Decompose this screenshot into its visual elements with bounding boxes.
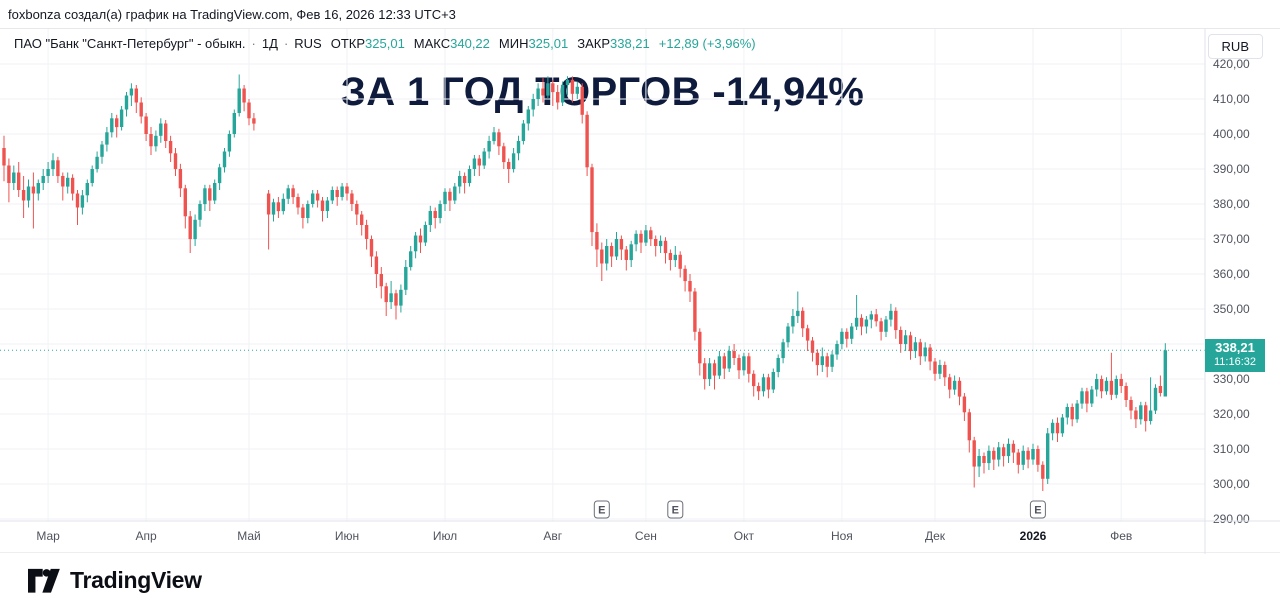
currency-toggle-button[interactable]: RUB: [1207, 34, 1263, 59]
market-label: RUS: [294, 36, 322, 51]
symbol-legend: ПАО "Банк "Санкт-Петербург" - обыкн. · 1…: [14, 36, 756, 51]
time-tick-label: Апр: [136, 529, 158, 543]
time-tick-label: Июл: [433, 529, 457, 543]
close-label: ЗАКР: [577, 36, 610, 51]
time-tick-label: Ноя: [831, 529, 853, 543]
price-tick-label: 330,00: [1213, 372, 1250, 386]
grid-lines: [0, 29, 1205, 521]
time-tick-label: Сен: [635, 529, 657, 543]
attribution-bar: foxbonza создал(а) график на TradingView…: [0, 0, 1280, 28]
svg-text:E: E: [598, 505, 605, 517]
price-tick-label: 380,00: [1213, 197, 1250, 211]
separator-dot: ·: [251, 36, 256, 51]
time-tick-label: Авг: [543, 529, 562, 543]
svg-text:E: E: [672, 505, 679, 517]
time-tick-label: Июн: [335, 529, 359, 543]
time-tick-label: Мар: [36, 529, 60, 543]
price-tick-label: 290,00: [1213, 512, 1250, 526]
svg-text:E: E: [1034, 505, 1041, 517]
time-tick-label: Дек: [925, 529, 946, 543]
time-tick-label: Май: [237, 529, 261, 543]
high-field: МАКС340,22: [414, 36, 490, 51]
close-field: ЗАКР338,21: [577, 36, 650, 51]
footer: TradingView: [0, 553, 1280, 608]
time-tick-label: Окт: [734, 529, 755, 543]
attribution-text: foxbonza создал(а) график на TradingView…: [8, 6, 456, 22]
earnings-marker[interactable]: E: [667, 500, 684, 519]
close-value: 338,21: [610, 36, 650, 51]
price-tick-label: 300,00: [1213, 477, 1250, 491]
high-value: 340,22: [450, 36, 490, 51]
tradingview-logo[interactable]: [28, 567, 60, 595]
price-tick-label: 360,00: [1213, 267, 1250, 281]
brand-name[interactable]: TradingView: [70, 567, 202, 593]
countdown-timer: 11:16:32: [1213, 356, 1256, 368]
price-axis[interactable]: 420,00 410,00 400,00 390,00 380,00 370,00 360,…: [1204, 29, 1250, 554]
annotation-title[interactable]: ЗА 1 ГОД ТОРГОВ -14,94%: [340, 70, 865, 114]
last-price-badge: 338,21 11:16:32: [1205, 339, 1265, 372]
price-tick-label: 370,00: [1213, 232, 1250, 246]
price-tick-label: 390,00: [1213, 162, 1250, 176]
time-tick-label: Фев: [1110, 529, 1132, 543]
open-label: ОТКР: [330, 36, 366, 51]
symbol-name[interactable]: ПАО "Банк "Санкт-Петербург" - обыкн.: [14, 36, 246, 51]
candlestick-series: [2, 74, 1167, 491]
last-price-value: 338,21: [1215, 340, 1255, 355]
price-tick-label: 350,00: [1213, 302, 1250, 316]
low-field: МИН325,01: [499, 36, 568, 51]
low-value: 325,01: [528, 36, 569, 51]
chart-area: ЗА 1 ГОД ТОРГОВ -14,94% 420,00 410,00 400,…: [0, 28, 1280, 554]
price-tick-label: 420,00: [1213, 57, 1250, 71]
price-tick-label: 410,00: [1213, 92, 1250, 106]
earnings-marker[interactable]: E: [593, 500, 610, 519]
change-value: +12,89 (+3,96%): [658, 36, 756, 51]
interval-label[interactable]: 1Д: [261, 36, 278, 51]
candlestick-chart[interactable]: 420,00 410,00 400,00 390,00 380,00 370,00 360,…: [0, 29, 1280, 554]
separator-dot: ·: [283, 36, 289, 51]
time-tick-label: 2026: [1020, 529, 1047, 543]
price-tick-label: 400,00: [1213, 127, 1250, 141]
open-value: 325,01: [365, 36, 405, 51]
low-label: МИН: [498, 36, 529, 51]
time-axis[interactable]: Мар Апр Май Июн Июл Авг Сен Окт Ноя Дек 2026 Фев: [0, 520, 1280, 543]
price-tick-label: 320,00: [1213, 407, 1250, 421]
earnings-marker[interactable]: E: [1029, 500, 1046, 519]
open-field: ОТКР325,01: [331, 36, 405, 51]
high-label: МАКС: [413, 36, 451, 51]
price-tick-label: 310,00: [1213, 442, 1250, 456]
